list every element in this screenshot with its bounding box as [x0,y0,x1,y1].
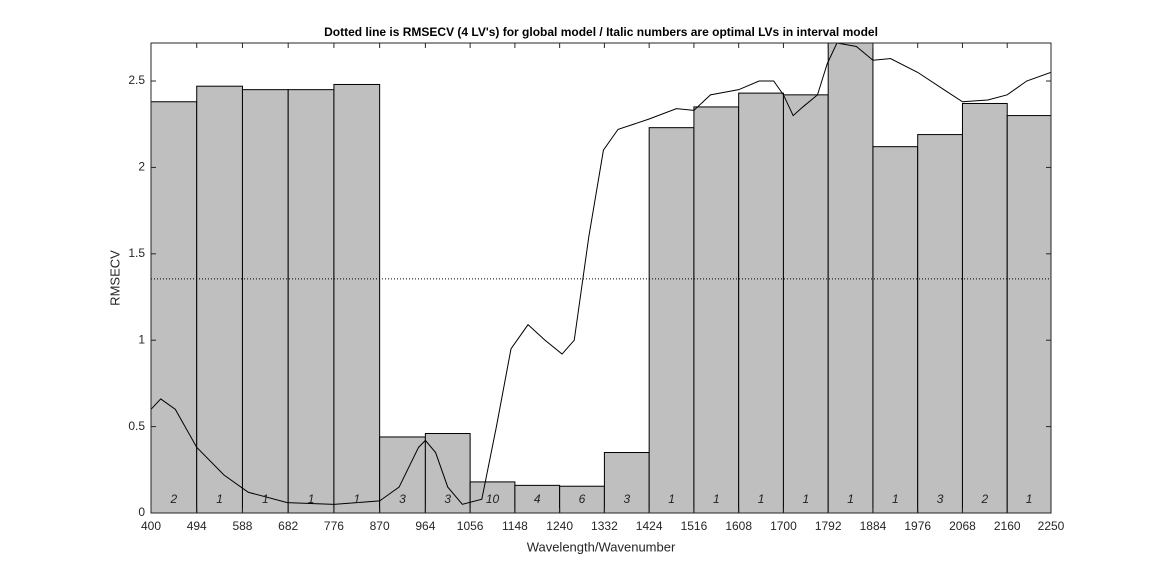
bar [738,92,784,513]
lv-label: 1 [802,492,809,506]
lv-label: 3 [623,492,630,506]
spectrum-line [151,43,1051,505]
x-tick-label: 964 [415,519,435,533]
lv-label: 10 [486,492,500,506]
lv-label: 4 [534,492,541,506]
lv-label: 1 [308,492,315,506]
chart-title: Dotted line is RMSECV (4 LV's) for globa… [324,25,878,39]
x-tick-label: 2068 [949,519,976,533]
bar [827,43,874,513]
lv-label: 1 [713,492,720,506]
x-tick-label: 588 [232,519,252,533]
bar [287,89,335,513]
x-tick-label: 1792 [815,519,842,533]
lv-label: 3 [937,492,944,506]
bar [196,85,243,513]
bar [559,485,605,513]
bar [872,146,919,513]
y-tick-label: 0.5 [128,419,145,433]
lv-label: 2 [980,492,988,506]
x-tick-label: 1424 [636,519,663,533]
bar [151,101,198,513]
y-tick-label: 2 [138,160,145,174]
x-tick-label: 1700 [770,519,797,533]
lv-label: 1 [353,492,360,506]
lv-label: 3 [399,492,406,506]
plot-area [151,43,1051,513]
x-tick-label: 1884 [860,519,887,533]
x-tick-label: 682 [278,519,298,533]
bar [1006,115,1051,513]
x-tick-label: 400 [141,519,161,533]
lv-label: 1 [847,492,854,506]
x-tick-label: 776 [324,519,344,533]
x-tick-label: 1148 [502,519,528,533]
bar [961,102,1008,513]
x-tick-label: 1516 [681,519,708,533]
x-tick-label: 1976 [904,519,931,533]
y-tick-label: 0 [138,505,145,519]
bar [424,433,471,513]
lv-label: 3 [444,492,451,506]
y-tick-label: 2.5 [128,73,145,87]
lv-label: 1 [216,492,223,506]
y-tick-label: 1 [138,332,145,346]
lv-label: 2 [170,492,178,506]
lv-label: 6 [579,492,586,506]
lv-label: 1 [668,492,675,506]
lv-label: 1 [262,492,269,506]
x-tick-label: 1608 [725,519,752,533]
y-axis-label: RMSECV [107,250,122,306]
bar [693,106,740,513]
bar [648,127,695,513]
x-axis-label: Wavelength/Wavenumber [527,539,676,554]
x-tick-label: 494 [187,519,207,533]
x-tick-label: 1332 [591,519,618,533]
bar [514,484,561,513]
lv-label: 1 [758,492,765,506]
axes-box [150,42,1052,514]
bar [241,89,289,513]
bar [782,94,829,513]
x-tick-label: 870 [370,519,390,533]
lv-label: 1 [892,492,899,506]
bar [333,83,381,513]
bar [917,134,963,513]
x-tick-label: 2160 [994,519,1021,533]
bar [469,481,516,513]
x-tick-label: 1056 [457,519,484,533]
y-tick-label: 1.5 [128,246,145,260]
x-tick-label: 1240 [546,519,573,533]
lv-label: 1 [1026,492,1033,506]
x-tick-label: 2250 [1038,519,1065,533]
